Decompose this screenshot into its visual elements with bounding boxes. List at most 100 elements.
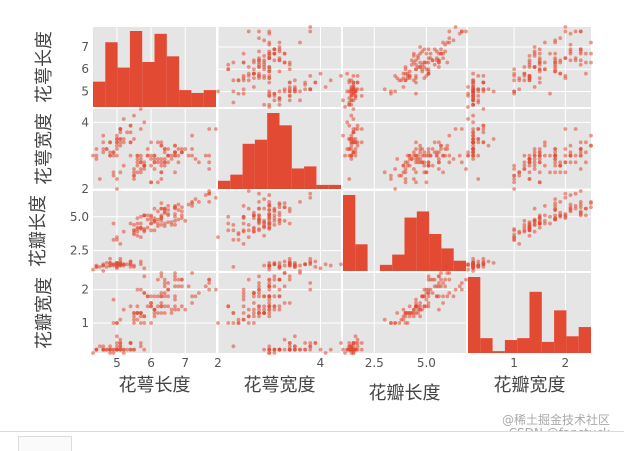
scatter-point bbox=[351, 351, 356, 355]
scatter-point bbox=[414, 297, 418, 302]
y-tick-label: 5 bbox=[81, 84, 89, 98]
scatter-point bbox=[231, 78, 236, 83]
scatter-point bbox=[121, 307, 126, 312]
scatter-point bbox=[548, 51, 552, 56]
scatter-point bbox=[162, 210, 167, 215]
scatter-point bbox=[277, 213, 282, 218]
scatter-point bbox=[563, 195, 568, 200]
scatter-point bbox=[111, 351, 116, 355]
scatter-point bbox=[420, 160, 425, 165]
scatter-point bbox=[149, 301, 153, 305]
scatter-point bbox=[111, 170, 116, 175]
scatter-point bbox=[420, 307, 425, 312]
scatter-point bbox=[589, 40, 593, 45]
scatter-point bbox=[457, 153, 462, 158]
scatter-point bbox=[432, 277, 437, 282]
scatter-point bbox=[138, 214, 143, 219]
scatter-point bbox=[349, 93, 354, 98]
y-tick-label: 2 bbox=[81, 283, 89, 297]
histogram-bar bbox=[441, 248, 454, 271]
scatter-point bbox=[282, 263, 287, 268]
scatter-point bbox=[359, 140, 364, 145]
scatter-point bbox=[349, 133, 354, 138]
scatter-point bbox=[298, 199, 302, 204]
scatter-point bbox=[149, 163, 153, 168]
scatter-point bbox=[553, 163, 558, 168]
scatter-point bbox=[471, 269, 476, 273]
scatter-point bbox=[563, 160, 568, 165]
scatter-point bbox=[241, 87, 246, 92]
scatter-point bbox=[128, 123, 133, 128]
scatter-point bbox=[132, 232, 136, 237]
scatter-point bbox=[277, 260, 282, 265]
scatter-point bbox=[251, 301, 256, 305]
scatter-point bbox=[149, 304, 153, 309]
scatter-point bbox=[471, 263, 476, 268]
scatter-point bbox=[135, 317, 140, 322]
scatter-point bbox=[328, 78, 333, 83]
scatter-point bbox=[203, 193, 208, 197]
scatter-point bbox=[115, 153, 119, 158]
scatter-point bbox=[231, 321, 236, 325]
scatter-point bbox=[471, 137, 476, 141]
scatter-point bbox=[471, 120, 476, 125]
scatter-point bbox=[257, 199, 261, 204]
scatter-point bbox=[476, 259, 481, 264]
scatter-point bbox=[145, 213, 150, 218]
scatter-point bbox=[573, 153, 578, 158]
scatter-point bbox=[341, 98, 345, 103]
scatter-point bbox=[298, 98, 302, 103]
scatter-point bbox=[241, 297, 246, 302]
scatter-point bbox=[173, 170, 177, 175]
scatter-point bbox=[318, 71, 323, 76]
scatter-point bbox=[138, 227, 143, 231]
scatter-point bbox=[393, 89, 398, 94]
histogram-bar bbox=[517, 338, 530, 353]
scatter-point bbox=[115, 187, 119, 191]
scatter-point bbox=[162, 163, 167, 168]
tick-labels: 5 6 7 2 4 2.5 5.0 1 2 5 6 7 2 4 2.5 5.0 1 2 bbox=[70, 40, 569, 370]
scatter-point bbox=[111, 347, 116, 352]
panel-background bbox=[218, 273, 341, 353]
scatter-point bbox=[548, 214, 552, 219]
scatter-point bbox=[135, 170, 140, 175]
scatter-point bbox=[251, 71, 256, 76]
x-tick-label: 5 bbox=[113, 356, 121, 370]
scatter-point bbox=[349, 157, 354, 161]
scatter-point bbox=[397, 173, 402, 178]
scatter-point bbox=[583, 213, 588, 218]
scatter-point bbox=[568, 206, 573, 211]
scatter-point bbox=[476, 100, 481, 105]
scatter-point bbox=[257, 76, 261, 81]
scatter-point bbox=[138, 344, 143, 349]
scatter-point bbox=[115, 334, 119, 339]
scatter-point bbox=[583, 51, 588, 56]
scatter-point bbox=[162, 224, 167, 229]
scatter-point bbox=[241, 73, 246, 78]
scatter-point bbox=[193, 197, 198, 202]
scatter-point bbox=[267, 304, 272, 309]
scatter-point bbox=[267, 301, 272, 305]
scatter-point bbox=[486, 143, 491, 148]
scatter-point bbox=[246, 321, 251, 325]
scatter-point bbox=[138, 127, 143, 131]
scatter-point bbox=[568, 209, 573, 214]
scatter-point bbox=[94, 265, 99, 269]
scatter-point bbox=[349, 113, 354, 118]
scatter-point bbox=[323, 351, 328, 355]
scatter-point bbox=[313, 80, 318, 85]
scatter-point bbox=[471, 78, 476, 83]
scatter-point bbox=[152, 206, 157, 211]
scatter-point bbox=[292, 334, 297, 339]
scatter-point bbox=[578, 153, 583, 158]
scatter-point bbox=[179, 205, 184, 210]
scatter-point bbox=[553, 170, 558, 175]
histogram-bar bbox=[267, 113, 280, 189]
scatter-point bbox=[173, 294, 177, 299]
scatter-point bbox=[152, 220, 157, 225]
scatter-point bbox=[292, 265, 297, 269]
scatter-point bbox=[548, 91, 552, 96]
panel-1-1 bbox=[217, 109, 341, 189]
scatter-point bbox=[169, 153, 174, 158]
scatter-point bbox=[457, 284, 462, 289]
